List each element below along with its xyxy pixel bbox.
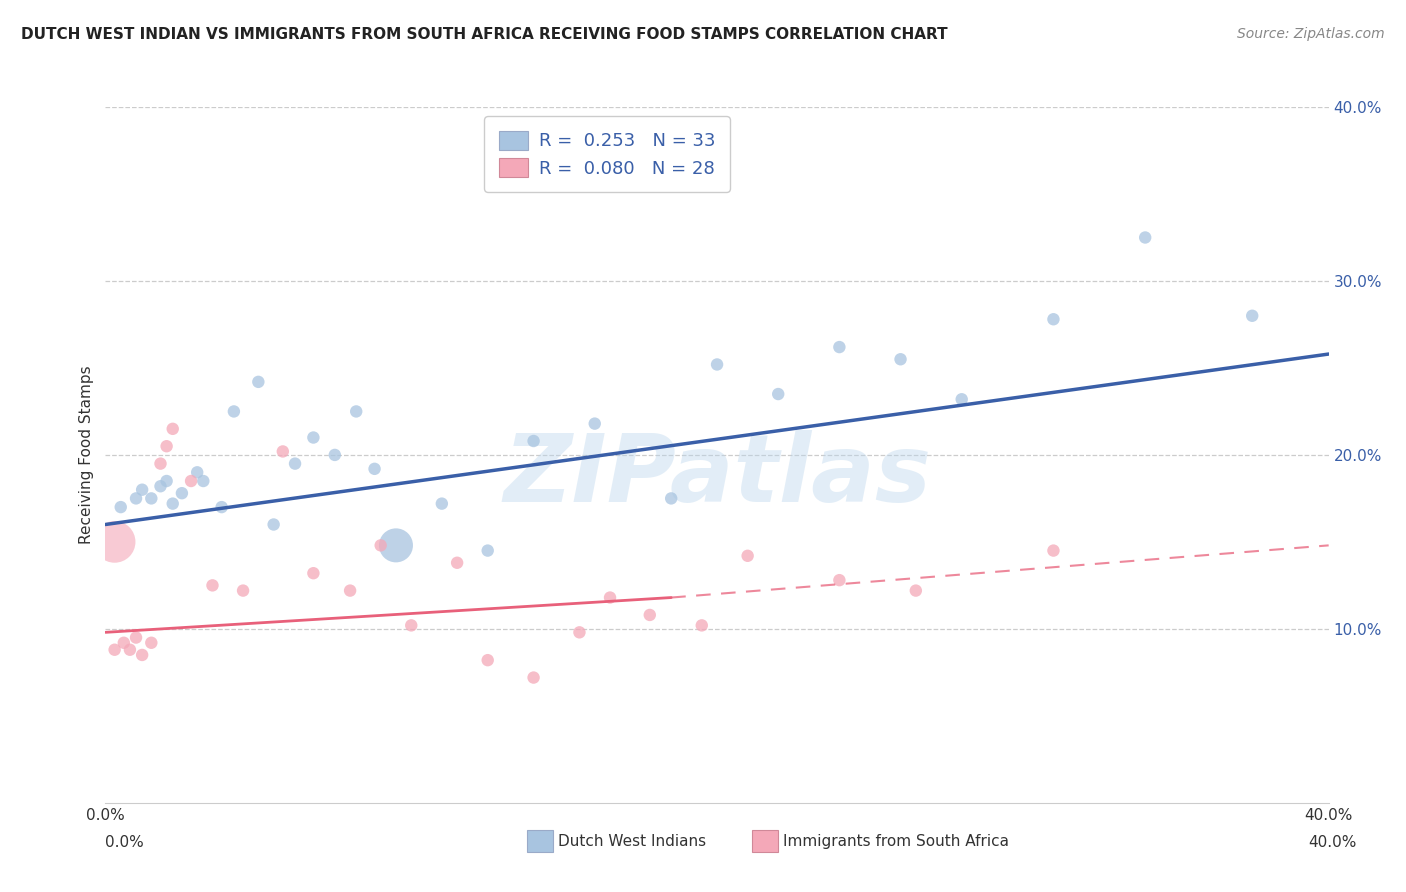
Point — [180, 474, 202, 488]
Point — [446, 556, 468, 570]
Point — [302, 566, 325, 581]
Point — [222, 404, 245, 418]
Point — [323, 448, 346, 462]
Y-axis label: Receiving Food Stamps: Receiving Food Stamps — [79, 366, 94, 544]
Point — [201, 578, 224, 592]
Text: Dutch West Indians: Dutch West Indians — [558, 834, 706, 848]
Text: Source: ZipAtlas.com: Source: ZipAtlas.com — [1237, 27, 1385, 41]
Point — [284, 457, 307, 471]
Point — [211, 500, 233, 514]
Point — [104, 534, 127, 549]
Point — [737, 549, 759, 563]
Point — [232, 583, 254, 598]
Point — [247, 375, 270, 389]
Point — [155, 439, 177, 453]
Point — [950, 392, 973, 407]
Point — [1042, 312, 1064, 326]
Point — [125, 631, 148, 645]
Point — [1042, 543, 1064, 558]
Point — [523, 434, 546, 448]
Point — [828, 340, 851, 354]
Point — [363, 462, 385, 476]
Point — [170, 486, 193, 500]
Point — [385, 538, 408, 552]
Point — [583, 417, 606, 431]
Point — [149, 479, 172, 493]
Text: Immigrants from South Africa: Immigrants from South Africa — [783, 834, 1010, 848]
Point — [904, 583, 927, 598]
Text: DUTCH WEST INDIAN VS IMMIGRANTS FROM SOUTH AFRICA RECEIVING FOOD STAMPS CORRELAT: DUTCH WEST INDIAN VS IMMIGRANTS FROM SOU… — [21, 27, 948, 42]
Text: 0.0%: 0.0% — [105, 836, 145, 850]
Point — [399, 618, 422, 632]
Point — [110, 500, 132, 514]
Point — [118, 642, 141, 657]
Point — [104, 642, 127, 657]
Point — [162, 497, 184, 511]
Legend: R =  0.253   N = 33, R =  0.080   N = 28: R = 0.253 N = 33, R = 0.080 N = 28 — [485, 116, 730, 192]
Point — [690, 618, 713, 632]
Point — [889, 352, 911, 367]
Text: 40.0%: 40.0% — [1309, 836, 1357, 850]
Point — [768, 387, 790, 401]
Point — [149, 457, 172, 471]
Point — [302, 431, 325, 445]
Point — [568, 625, 591, 640]
Point — [131, 648, 153, 662]
Point — [1241, 309, 1264, 323]
Text: ZIPatlas: ZIPatlas — [503, 430, 931, 522]
Point — [1133, 230, 1156, 244]
Point — [155, 474, 177, 488]
Point — [263, 517, 285, 532]
Point — [659, 491, 682, 506]
Point — [131, 483, 153, 497]
Point — [370, 538, 392, 552]
Point — [477, 653, 499, 667]
Point — [141, 636, 163, 650]
Point — [638, 607, 661, 622]
Point — [477, 543, 499, 558]
Point — [430, 497, 453, 511]
Point — [186, 466, 208, 480]
Point — [599, 591, 621, 605]
Point — [125, 491, 148, 506]
Point — [706, 358, 728, 372]
Point — [141, 491, 163, 506]
Point — [828, 573, 851, 587]
Point — [112, 636, 135, 650]
Point — [162, 422, 184, 436]
Point — [523, 671, 546, 685]
Point — [339, 583, 361, 598]
Point — [344, 404, 367, 418]
Point — [271, 444, 294, 458]
Point — [193, 474, 215, 488]
